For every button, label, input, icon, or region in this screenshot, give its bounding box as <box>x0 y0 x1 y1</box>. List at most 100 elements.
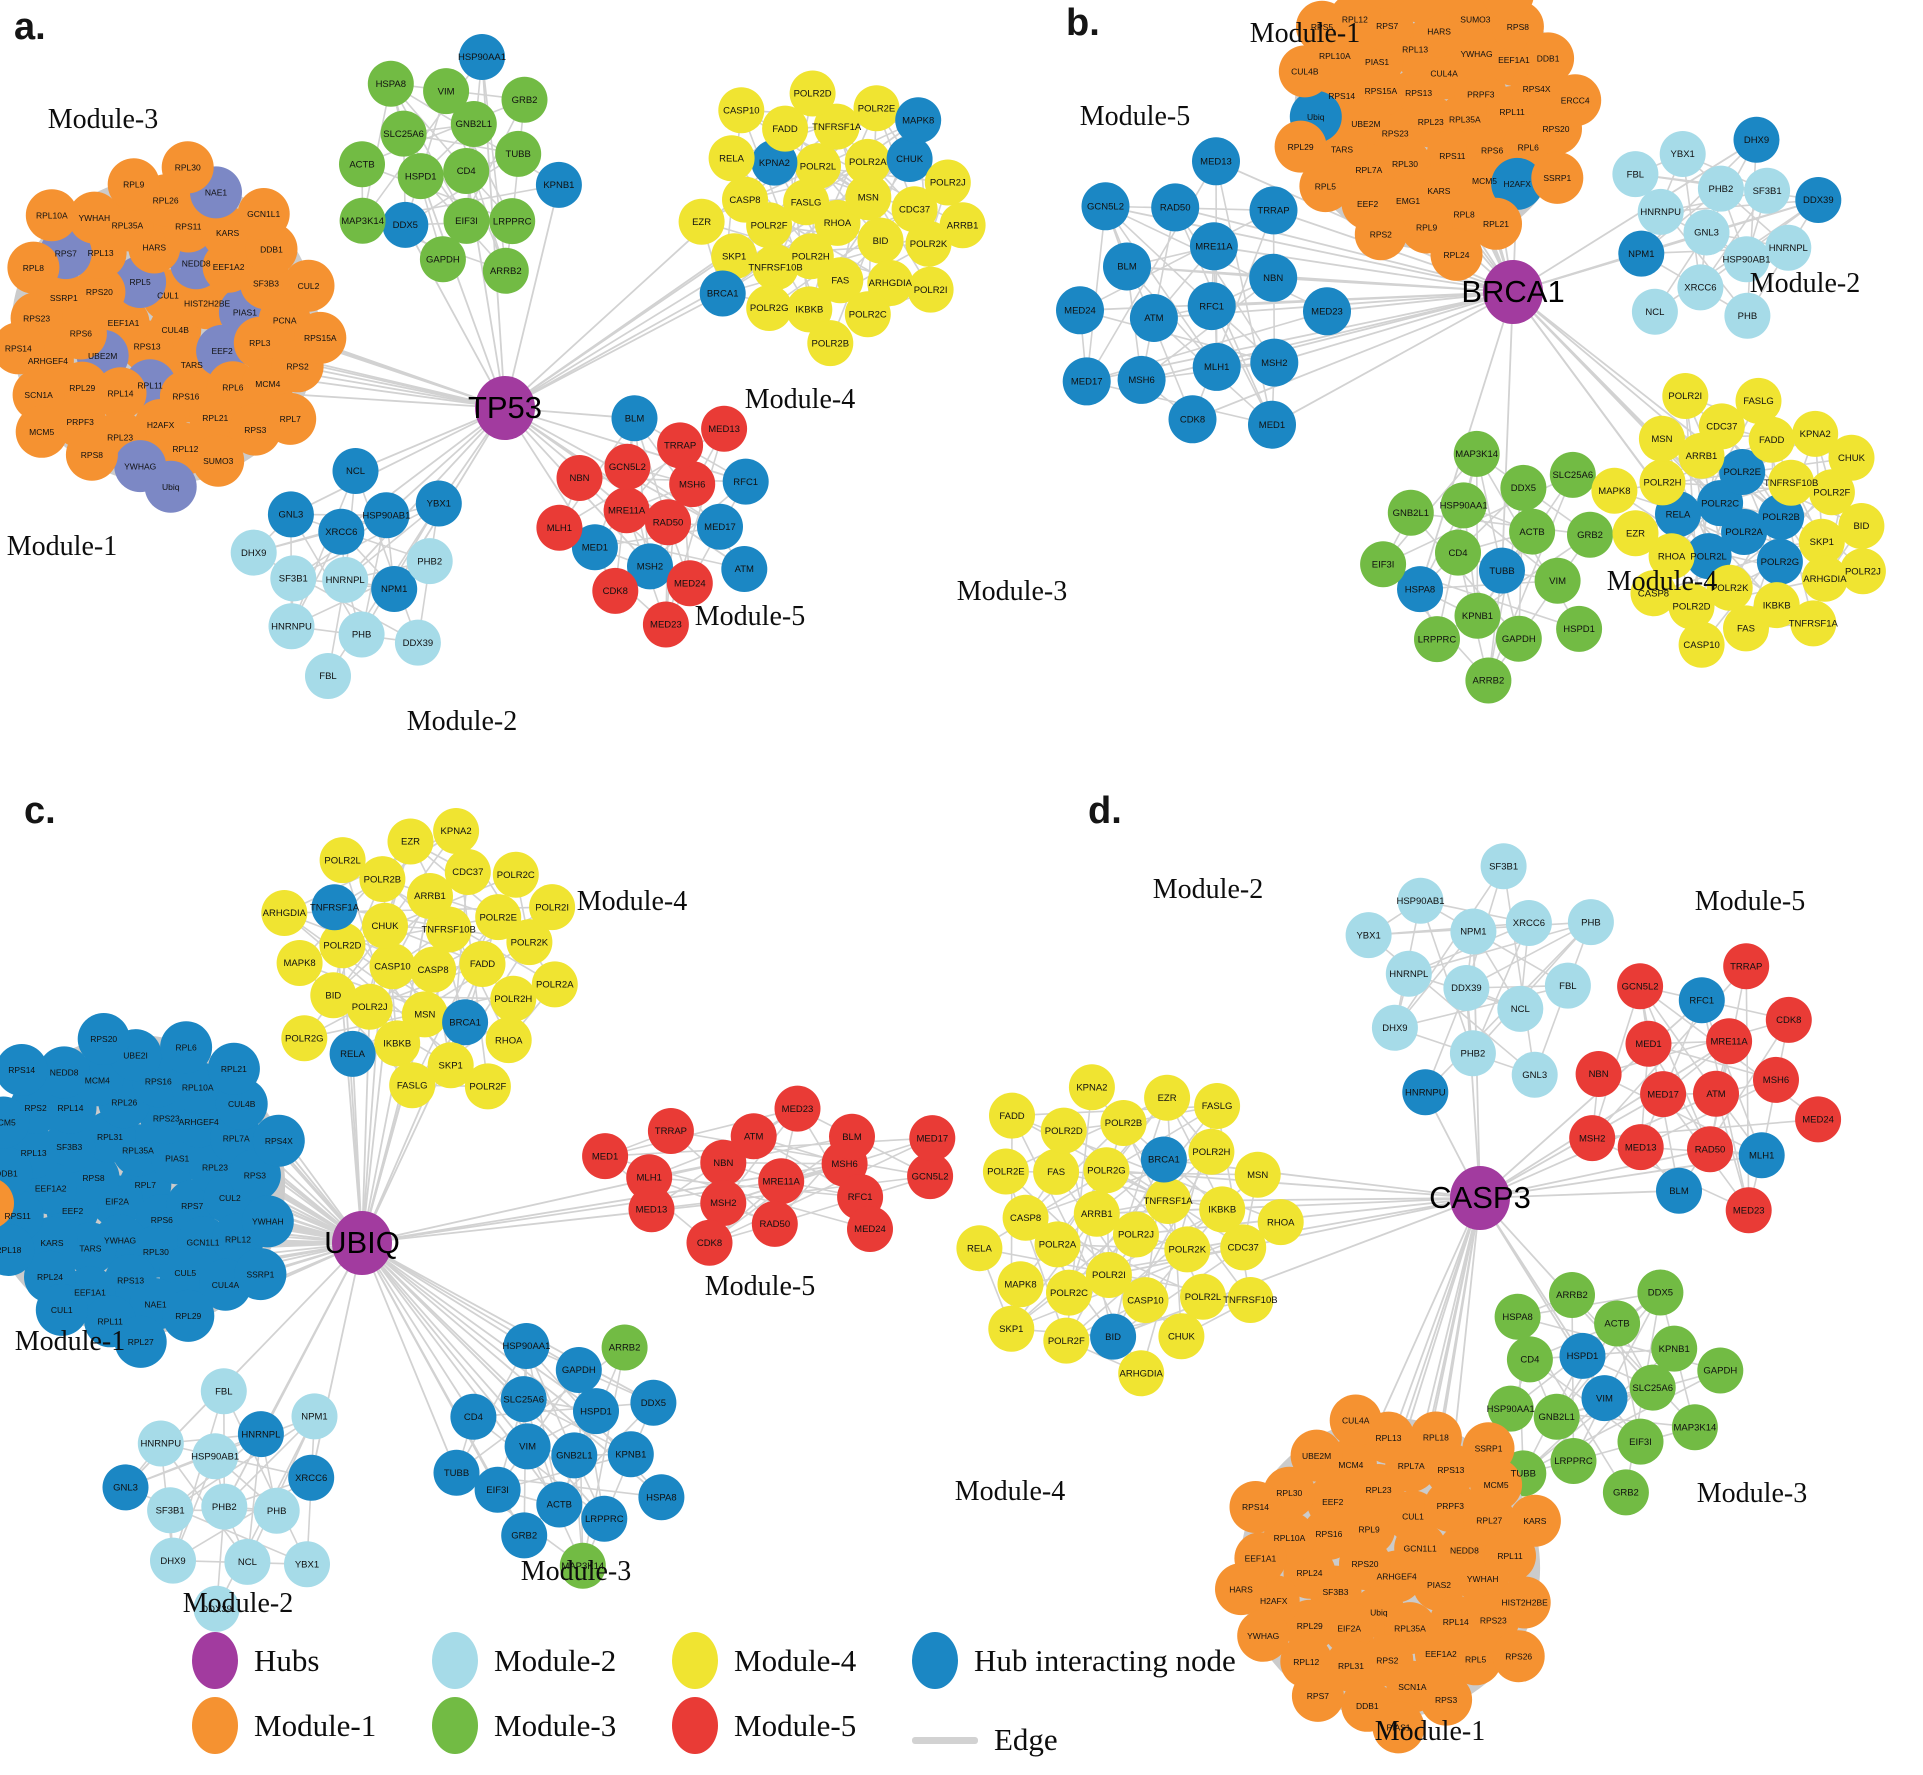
node-POLR2F[interactable] <box>464 1063 511 1110</box>
node-ATM[interactable] <box>730 1113 777 1160</box>
node-BLM[interactable] <box>611 395 658 442</box>
node-RPL27[interactable] <box>114 1315 167 1368</box>
node-XRCC6[interactable] <box>318 508 365 555</box>
node-TNFRSF10B[interactable] <box>752 244 799 291</box>
node-SKP1[interactable] <box>1798 518 1845 565</box>
node-GNL3[interactable] <box>1683 209 1730 256</box>
node-RHOA[interactable] <box>1257 1199 1304 1246</box>
node-SLC25A6[interactable] <box>380 110 427 157</box>
node-MED24[interactable] <box>1795 1096 1842 1143</box>
node-MSN[interactable] <box>1638 415 1685 462</box>
node-MCM5[interactable] <box>0 1096 30 1149</box>
node-MCM5[interactable] <box>15 405 68 458</box>
node-PHB[interactable] <box>253 1487 300 1534</box>
node-MED23[interactable] <box>1725 1187 1772 1234</box>
node-POLR2H[interactable] <box>1188 1128 1235 1175</box>
node-CUL4A[interactable] <box>1329 1394 1382 1447</box>
node-HNRNPU[interactable] <box>1637 188 1684 235</box>
node-RPS14[interactable] <box>1229 1481 1282 1533</box>
node-LRPPRC[interactable] <box>581 1495 628 1542</box>
node-KPNB1[interactable] <box>607 1431 654 1478</box>
hub-CASP3[interactable] <box>1450 1166 1510 1230</box>
node-CHUK[interactable] <box>886 136 933 182</box>
node-MED24[interactable] <box>1056 286 1104 335</box>
node-CDK8[interactable] <box>686 1219 733 1266</box>
node-HIST2H2BE[interactable] <box>1498 1576 1551 1629</box>
node-RAD50[interactable] <box>1151 183 1200 232</box>
node-ATM[interactable] <box>721 546 768 592</box>
node-SKP1[interactable] <box>988 1305 1035 1352</box>
node-GCN5L2[interactable] <box>1617 963 1664 1010</box>
node-BRCA1[interactable] <box>699 270 746 317</box>
node-DDX39[interactable] <box>394 619 441 666</box>
node-POLR2J[interactable] <box>346 983 393 1030</box>
node-TRRAP[interactable] <box>657 422 704 469</box>
node-RELA[interactable] <box>708 135 755 182</box>
node-ARRB2[interactable] <box>1465 657 1512 704</box>
node-RPL29[interactable] <box>162 1289 215 1342</box>
node-SSRP1[interactable] <box>234 1248 287 1301</box>
node-RFC1[interactable] <box>1678 977 1725 1024</box>
node-YWHAH[interactable] <box>241 1195 294 1248</box>
node-ARHGDIA[interactable] <box>1118 1350 1165 1397</box>
node-YBX1[interactable] <box>415 480 462 527</box>
node-SKP1[interactable] <box>711 233 758 280</box>
node-IKBKB[interactable] <box>786 286 833 333</box>
node-MED13[interactable] <box>628 1186 675 1233</box>
node-RPS14[interactable] <box>0 1044 48 1096</box>
node-HSPD1[interactable] <box>397 153 444 200</box>
node-UBE2M[interactable] <box>1290 1429 1343 1482</box>
node-DHX9[interactable] <box>150 1537 196 1584</box>
node-FASLG[interactable] <box>389 1062 436 1109</box>
node-MED13[interactable] <box>701 405 748 452</box>
node-POLR2E[interactable] <box>1719 449 1766 495</box>
node-HSPD1[interactable] <box>573 1388 619 1435</box>
node-ARRB2[interactable] <box>601 1324 648 1371</box>
node-TUBB[interactable] <box>433 1449 480 1496</box>
node-FADD[interactable] <box>989 1092 1035 1139</box>
node-PHB2[interactable] <box>406 538 453 585</box>
node-CASP8[interactable] <box>1630 570 1677 617</box>
node-SSRP1[interactable] <box>1462 1422 1515 1475</box>
node-RPL31[interactable] <box>1325 1639 1377 1692</box>
node-POLR2K[interactable] <box>1706 564 1753 611</box>
node-FAS[interactable] <box>1033 1148 1080 1195</box>
node-Ubiq[interactable] <box>0 1177 14 1229</box>
node-DHX9[interactable] <box>1733 116 1780 163</box>
node-MAPK8[interactable] <box>1591 467 1638 514</box>
node-HSP90AB1[interactable] <box>363 492 410 539</box>
node-FADD[interactable] <box>762 105 809 152</box>
node-RPL18[interactable] <box>1391 0 1443 23</box>
node-MED23[interactable] <box>774 1085 821 1132</box>
node-DDX5[interactable] <box>1637 1269 1684 1316</box>
node-RPS5[interactable] <box>1296 0 1348 53</box>
node-RPS7[interactable] <box>1291 1669 1344 1722</box>
node-POLR2I[interactable] <box>1662 373 1709 419</box>
node-POLR2D[interactable] <box>1040 1107 1087 1154</box>
node-NCL[interactable] <box>1631 288 1678 335</box>
node-GNL3[interactable] <box>267 491 314 538</box>
node-GCN5L2[interactable] <box>907 1153 954 1200</box>
node-KPNA2[interactable] <box>433 808 480 854</box>
node-MED1[interactable] <box>1248 400 1296 449</box>
node-RPS15A[interactable] <box>294 311 347 364</box>
node-RPL21[interactable] <box>207 1042 260 1095</box>
node-EIF3I[interactable] <box>1617 1418 1664 1465</box>
node-GNB2L1[interactable] <box>450 101 497 147</box>
node-HSPD1[interactable] <box>1559 1332 1606 1379</box>
node-BLM[interactable] <box>1103 242 1151 291</box>
node-RPL9[interactable] <box>107 158 160 211</box>
node-POLR2K[interactable] <box>1164 1226 1211 1273</box>
node-CASP10[interactable] <box>718 87 765 134</box>
node-ERCC4[interactable] <box>1549 74 1602 127</box>
node-RPL6[interactable] <box>160 1021 213 1074</box>
node-GCN5L2[interactable] <box>1081 182 1130 231</box>
node-MSH2[interactable] <box>627 543 673 590</box>
node-GAPDH[interactable] <box>419 236 466 283</box>
node-YWHAG[interactable] <box>1237 1609 1290 1662</box>
node-MED23[interactable] <box>1303 287 1351 336</box>
node-POLR2L[interactable] <box>795 143 841 190</box>
node-LRPPRC[interactable] <box>489 198 536 245</box>
node-MED17[interactable] <box>1640 1071 1687 1118</box>
node-RAD50[interactable] <box>1687 1126 1733 1173</box>
